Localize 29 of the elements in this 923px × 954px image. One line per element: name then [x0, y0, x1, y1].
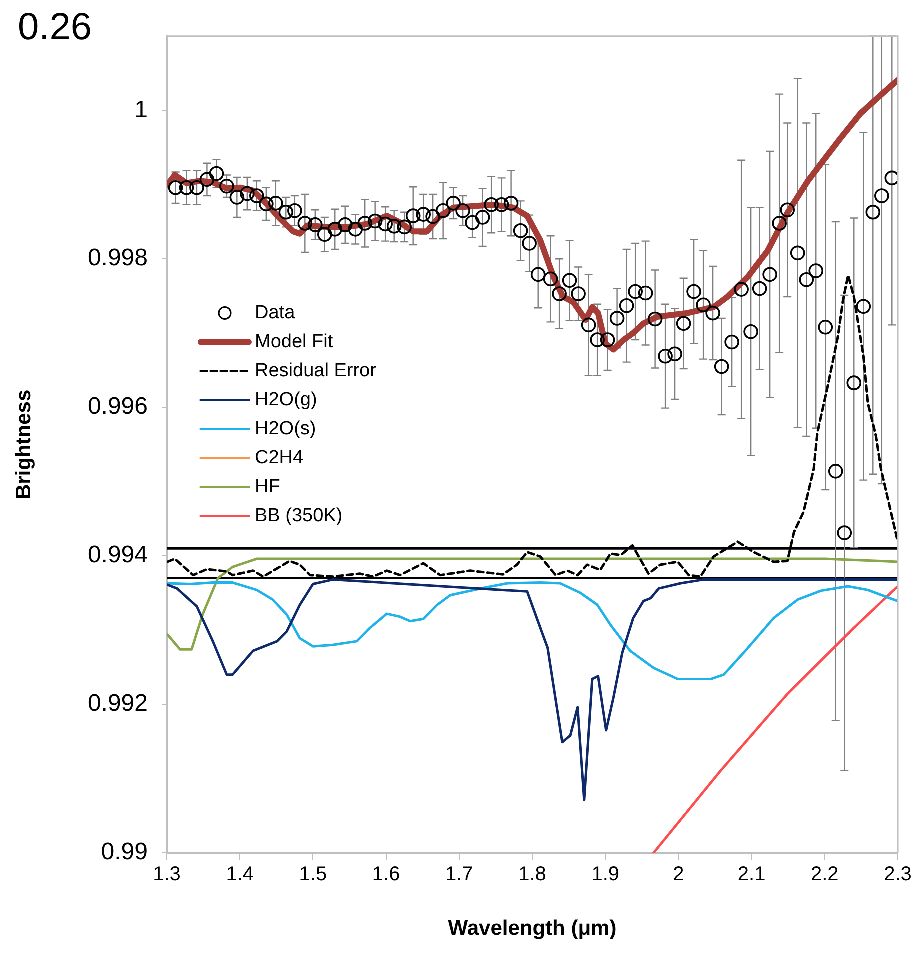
legend-label: Residual Error — [255, 360, 378, 382]
legend-label: C2H4 — [255, 447, 304, 468]
x-tick-label: 2.2 — [810, 864, 839, 886]
legend-label: BB (350K) — [255, 505, 343, 526]
chart-title: 0.26 — [18, 6, 92, 48]
legend-label: Model Fit — [255, 331, 334, 352]
y-tick-label: 0.992 — [88, 690, 148, 718]
x-tick-label: 2.3 — [884, 864, 912, 886]
x-tick-label: 1.3 — [153, 864, 181, 886]
x-tick-label: 1.8 — [518, 864, 546, 886]
y-tick-label: 1 — [134, 96, 148, 124]
x-tick-label: 1.9 — [592, 864, 620, 886]
y-tick-label: 0.998 — [88, 244, 148, 272]
y-axis-title: Brightness — [12, 390, 36, 500]
x-tick-label: 2.1 — [738, 864, 766, 886]
x-tick-label: 1.7 — [445, 864, 474, 886]
legend-label: H2O(g) — [255, 389, 318, 410]
legend-label: Data — [255, 302, 296, 324]
x-tick-label: 2 — [673, 864, 684, 886]
x-axis-title: Wavelength (μm) — [448, 917, 617, 940]
legend-label: H2O(s) — [255, 418, 316, 440]
x-tick-label: 1.6 — [372, 864, 400, 886]
y-tick-label: 0.99 — [101, 838, 148, 866]
x-tick-label: 1.4 — [226, 864, 254, 886]
y-tick-label: 0.994 — [88, 542, 148, 569]
line-series — [167, 274, 898, 578]
legend-label: HF — [255, 476, 280, 498]
x-tick-label: 1.5 — [299, 864, 328, 886]
y-tick-label: 0.996 — [88, 393, 148, 420]
